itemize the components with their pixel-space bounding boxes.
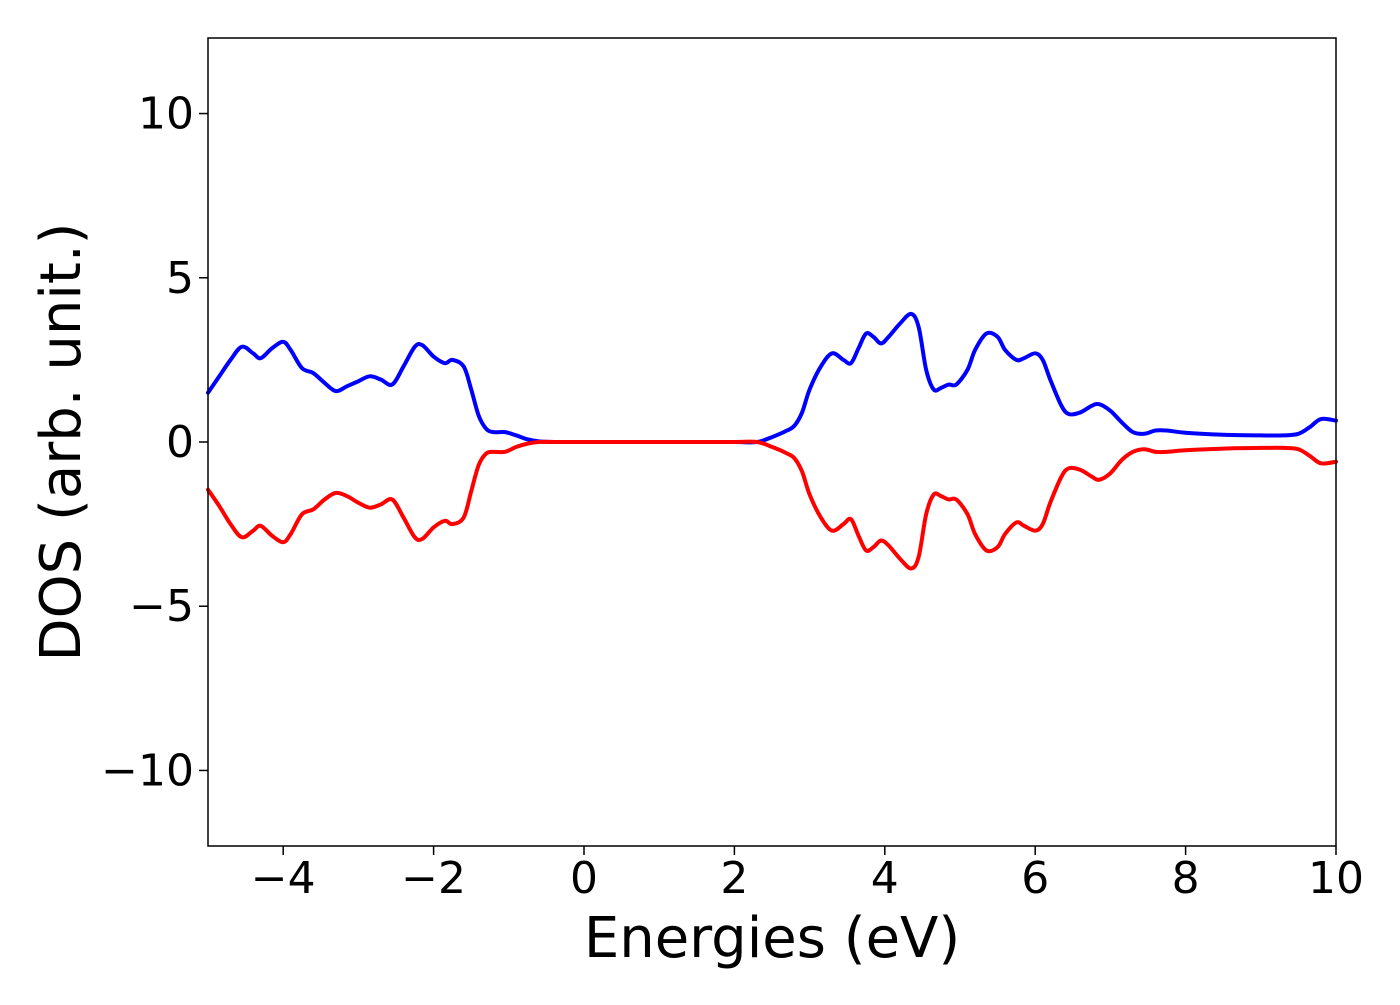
- y-axis-label: DOS (arb. unit.): [29, 222, 94, 661]
- x-tick-label: 2: [720, 853, 748, 904]
- x-tick-label: −2: [401, 853, 466, 904]
- x-tick-label: 6: [1021, 853, 1049, 904]
- series-layer: [206, 311, 1338, 571]
- x-tick-label: 8: [1172, 853, 1200, 904]
- series-line-blue: [206, 311, 1338, 445]
- y-tick-label: −10: [101, 745, 194, 796]
- plot-area-frame: [207, 37, 1337, 847]
- x-tick-label: 0: [570, 853, 598, 904]
- y-tick-label: 10: [138, 89, 194, 140]
- x-tick-label: 4: [871, 853, 899, 904]
- x-axis-label: Energies (eV): [584, 906, 960, 971]
- y-tick-label: 0: [166, 417, 194, 468]
- tick-layer: −4 −2 0 2 4 6 8 10 −10 −5 0 5 10: [101, 89, 1364, 904]
- x-tick-label: −4: [251, 853, 316, 904]
- y-tick-label: −5: [129, 581, 194, 632]
- plot-area-background: [208, 38, 1336, 846]
- x-tick-label: 10: [1308, 853, 1364, 904]
- series-line-red: [206, 439, 1338, 571]
- y-tick-label: 5: [166, 253, 194, 304]
